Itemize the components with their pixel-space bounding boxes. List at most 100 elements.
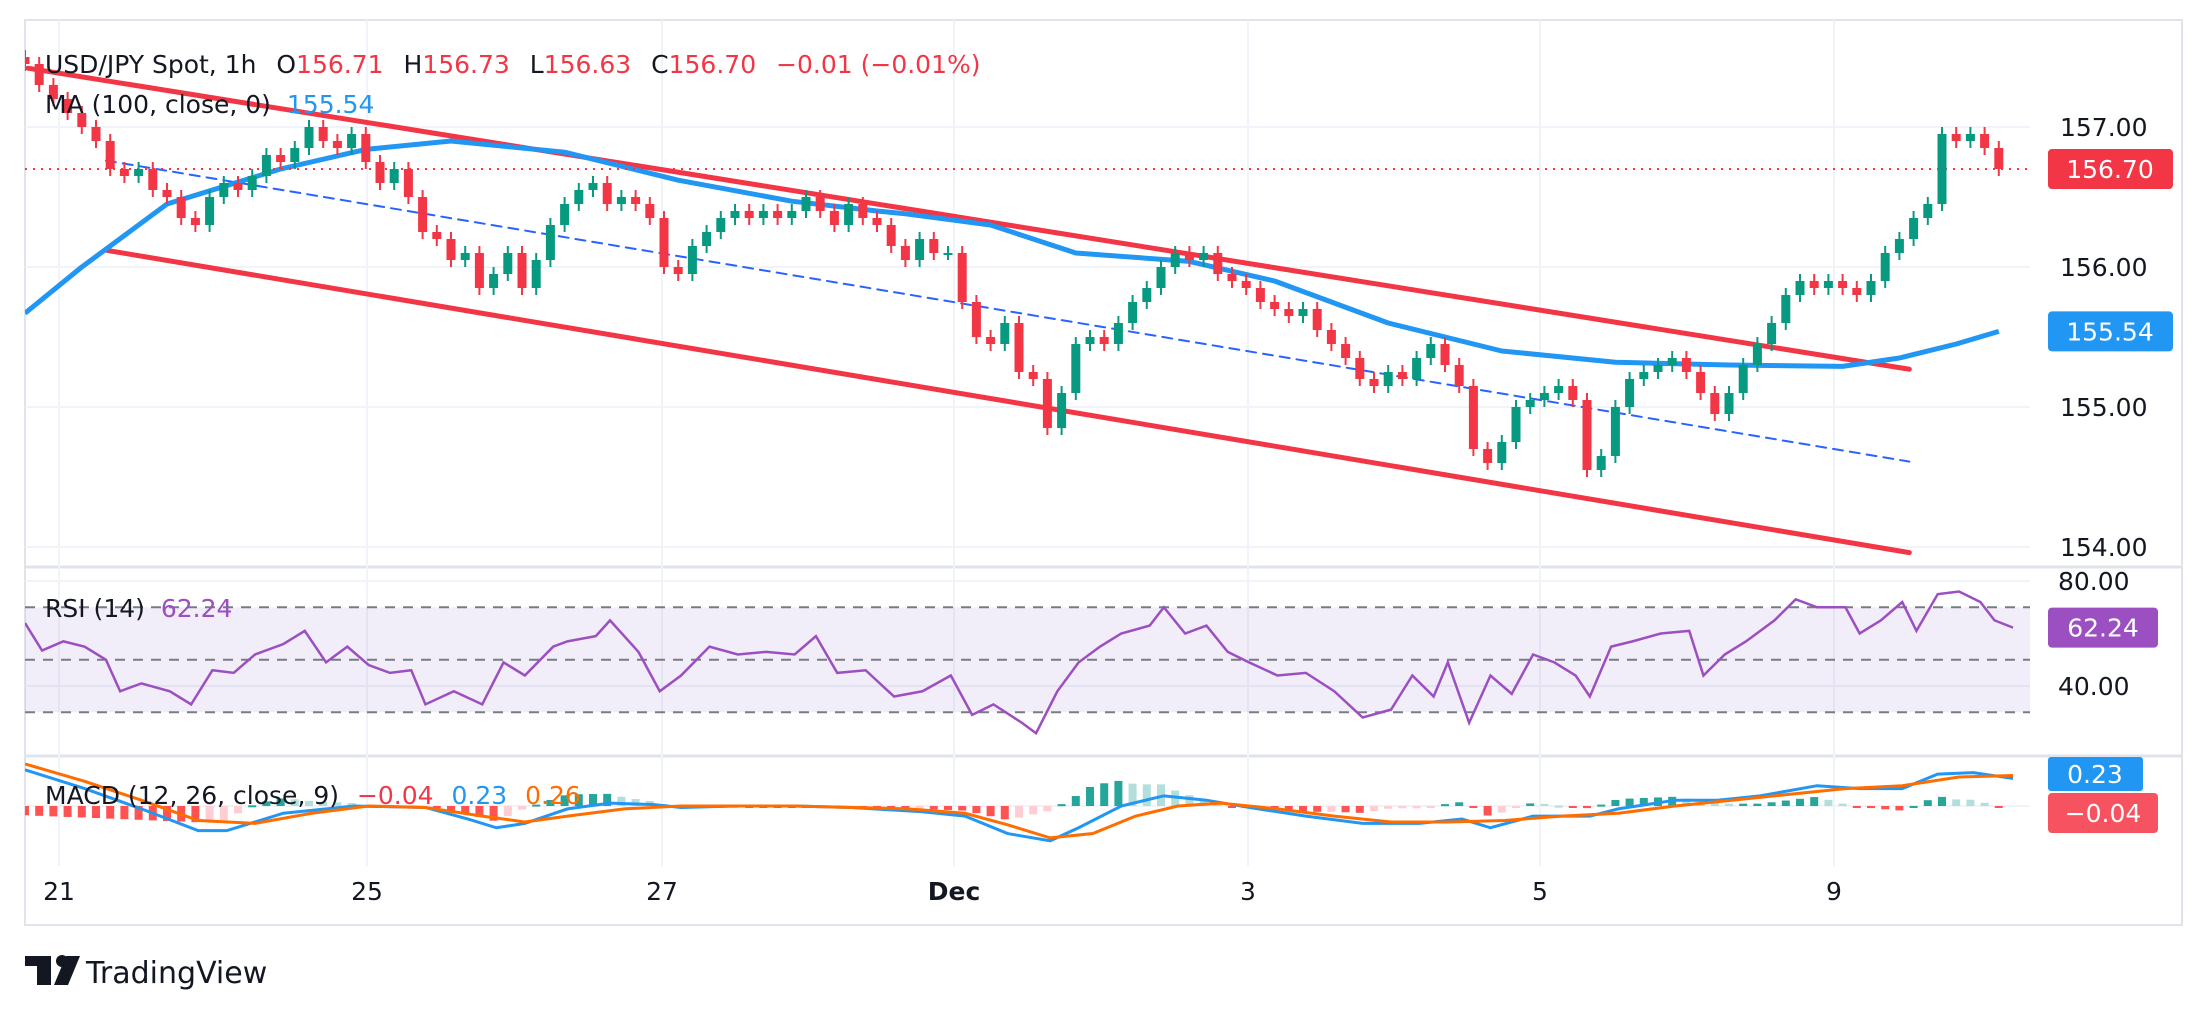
macd-histogram-bar — [1313, 806, 1322, 812]
candle-down — [1440, 344, 1450, 365]
macd-histogram-bar — [1015, 806, 1023, 818]
macd-histogram-bar — [1185, 795, 1194, 806]
ma-legend-value: 155.54 — [287, 90, 374, 119]
candle-up — [1639, 372, 1649, 379]
low-value: 156.63 — [544, 50, 631, 79]
candle-up — [290, 148, 300, 162]
macd-histogram-bar — [447, 806, 455, 811]
macd-histogram-bar — [1384, 806, 1393, 809]
price-tick: 155.00 — [2060, 393, 2147, 422]
macd-histogram-bar — [617, 796, 626, 806]
rsi-pane[interactable] — [25, 590, 2014, 736]
candle-down — [105, 141, 115, 169]
symbol-title: USD/JPY Spot, 1h — [45, 50, 256, 79]
macd-histogram-bar — [1753, 803, 1762, 806]
price-axis[interactable]: 157.00 156.00 155.00 154.00 156.70 155.5… — [2048, 113, 2173, 562]
macd-value-box — [2048, 757, 2143, 791]
rsi-tick: 40.00 — [2058, 672, 2130, 701]
candle-down — [872, 218, 882, 225]
time-tick-month: Dec — [928, 877, 981, 906]
candle-down — [474, 253, 484, 288]
candle-up — [1113, 323, 1123, 344]
ma-price-text: 155.54 — [2066, 317, 2153, 346]
macd-histogram-bar — [1966, 799, 1975, 806]
macd-histogram-bar — [1867, 806, 1875, 809]
candle-up — [1795, 281, 1805, 295]
rsi-legend: RSI (14) 62.24 — [45, 594, 232, 623]
candle-down — [673, 267, 683, 274]
rsi-value-label: 62.24 — [2048, 607, 2158, 648]
candle-up — [1057, 393, 1067, 428]
macd-histogram-bar — [1725, 803, 1733, 806]
ma100-line — [25, 138, 2000, 369]
candle-up — [758, 211, 768, 218]
macd-histogram-bar — [163, 806, 171, 821]
candle-down — [77, 113, 87, 127]
candle-up — [687, 246, 697, 274]
candle-down — [176, 197, 186, 218]
macd-histogram-bar — [1583, 806, 1591, 809]
candle-down — [276, 155, 286, 162]
rsi-tick: 80.00 — [2058, 567, 2130, 596]
candle-up — [588, 183, 598, 190]
macd-histogram-bar — [1625, 798, 1634, 806]
candle-down — [1397, 372, 1407, 379]
candle-down — [645, 204, 655, 218]
macd-histogram-bar — [1426, 806, 1435, 808]
macd-histogram-bar — [319, 801, 328, 806]
candle-up — [545, 225, 555, 260]
time-axis[interactable]: 21 25 27 Dec 3 5 9 — [43, 877, 1842, 906]
candle-down — [1838, 281, 1848, 288]
grid — [25, 20, 2030, 866]
candle-down — [1582, 400, 1592, 470]
macd-histogram-bar — [972, 806, 981, 814]
candle-down — [1710, 393, 1720, 414]
macd-histogram-bar — [1767, 802, 1776, 806]
candle-down — [1681, 358, 1691, 372]
candle-up — [1554, 386, 1564, 393]
candle-down — [190, 218, 200, 225]
price-pane[interactable] — [21, 50, 2031, 556]
macd-histogram-bar — [603, 793, 612, 806]
last-price-label: 156.70 — [2048, 149, 2173, 189]
macd-histogram-bar — [347, 802, 356, 806]
macd-histogram-bar — [1980, 802, 1989, 806]
candle-down — [971, 302, 981, 337]
macd-histogram-bar — [958, 806, 967, 811]
candle-down — [418, 197, 428, 232]
candle-down — [986, 337, 996, 344]
candle-up — [1596, 456, 1606, 470]
macd-histogram-bar — [1895, 806, 1904, 811]
macd-histogram-bar — [518, 806, 526, 810]
macd-histogram-bar — [944, 806, 952, 810]
macd-legend-hist: −0.04 — [357, 781, 434, 810]
open-value: 156.71 — [296, 50, 383, 79]
macd-histogram-bar — [1455, 802, 1464, 806]
candle-down — [773, 211, 783, 218]
rsi-line — [25, 590, 2014, 736]
candle-down — [1568, 386, 1578, 400]
candle-up — [787, 211, 797, 218]
candle-down — [886, 225, 896, 246]
candle-up — [1767, 323, 1777, 344]
macd-histogram-bar — [333, 802, 342, 806]
candle-down — [148, 169, 158, 190]
macd-histogram-bar — [1838, 803, 1847, 806]
candle-down — [1213, 253, 1223, 274]
rsi-value-box — [2048, 607, 2158, 648]
candle-up — [943, 253, 953, 255]
candle-down — [48, 85, 58, 99]
high-label: H — [404, 50, 423, 79]
macd-histogram-bar — [1412, 806, 1421, 809]
candle-up — [1937, 134, 1947, 204]
rsi-axis[interactable]: 80.00 40.00 62.24 — [2048, 567, 2158, 701]
macd-histogram-bar — [1994, 806, 2003, 808]
macd-axis[interactable]: 0.23 −0.04 — [2048, 757, 2158, 833]
channel-midline — [104, 159, 1911, 463]
tradingview-logo[interactable]: TradingView — [25, 955, 267, 991]
macd-histogram-bar — [1938, 796, 1946, 806]
macd-histogram-bar — [1228, 806, 1236, 808]
macd-pane[interactable] — [21, 762, 2014, 843]
hist-value-text: −0.04 — [2065, 799, 2142, 828]
